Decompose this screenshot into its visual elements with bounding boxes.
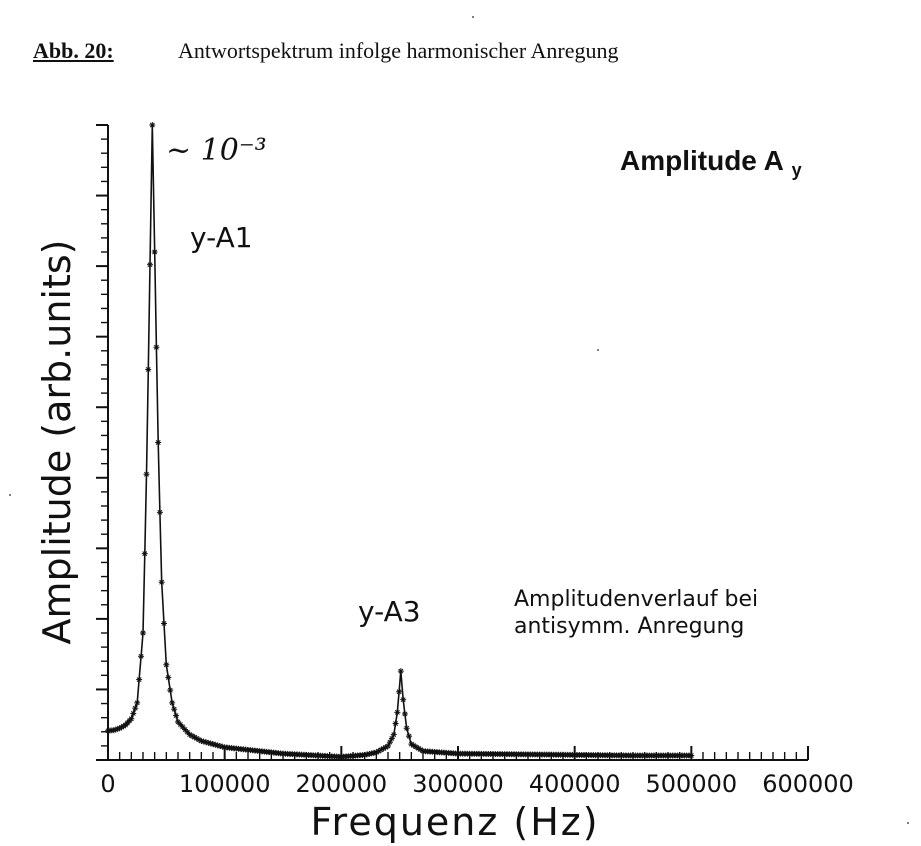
data-point-marker xyxy=(401,710,408,717)
data-point-marker xyxy=(130,710,137,717)
data-point-marker xyxy=(688,752,695,759)
data-point-marker xyxy=(163,661,170,668)
data-point-marker xyxy=(149,122,156,128)
panel-title-subscript: y xyxy=(792,160,802,180)
note-line-2: antisymm. Anregung xyxy=(514,614,744,639)
data-point-marker xyxy=(394,709,401,716)
data-point-marker xyxy=(132,705,139,712)
x-axis: 0 100000 200000 300000 400000 500000 600000 xyxy=(100,746,854,798)
data-point-marker xyxy=(143,471,150,478)
scan-speck xyxy=(472,16,474,18)
data-point-marker xyxy=(151,249,158,255)
x-tick-label: 400000 xyxy=(529,770,621,798)
data-point-marker xyxy=(173,712,180,719)
y-axis-label: Amplitude (arb.units) xyxy=(35,240,79,645)
x-tick-label: 200000 xyxy=(296,770,388,798)
data-point-marker xyxy=(136,676,143,683)
note-line-1: Amplitudenverlauf bei xyxy=(514,587,758,612)
scan-speck xyxy=(9,494,11,496)
scan-speck xyxy=(597,349,599,351)
y-axis xyxy=(96,124,109,761)
figure-label: Abb. 20: xyxy=(33,38,114,63)
panel-title-main: Amplitude A xyxy=(620,145,784,176)
x-tick-label: 0 xyxy=(100,770,115,798)
data-point-marker xyxy=(400,696,407,703)
scan-speck xyxy=(907,822,909,824)
data-point-marker xyxy=(138,653,145,660)
data-point-marker xyxy=(140,630,146,636)
data-point-marker xyxy=(203,739,209,746)
data-point-marker xyxy=(147,261,153,268)
data-point-marker xyxy=(153,344,160,351)
figure-caption: Antwortspektrum infolge harmonischer Anr… xyxy=(178,38,619,63)
data-point-marker xyxy=(155,439,162,446)
data-point-marker xyxy=(390,731,397,738)
x-tick-label: 100000 xyxy=(179,770,271,798)
data-point-marker xyxy=(396,688,403,695)
data-point-marker xyxy=(388,735,395,742)
data-point-marker xyxy=(145,366,152,373)
scale-note: ~ 10⁻³ xyxy=(166,133,267,168)
data-point-marker xyxy=(128,715,135,722)
series-line xyxy=(107,124,692,758)
data-point-marker xyxy=(167,687,174,694)
x-axis-label: Frequenz (Hz) xyxy=(310,800,599,844)
data-point-marker xyxy=(134,699,141,706)
data-point-marker xyxy=(156,509,163,516)
data-point-marker xyxy=(158,579,165,586)
data-point-marker xyxy=(171,706,178,713)
data-point-marker xyxy=(392,720,399,727)
data-point-marker xyxy=(406,733,412,740)
peak-label-a1: y-A1 xyxy=(190,221,253,254)
data-point-marker xyxy=(403,725,410,732)
peak-label-a3: y-A3 xyxy=(358,595,421,628)
panel-title: Amplitude A y xyxy=(620,145,802,180)
x-tick-label: 500000 xyxy=(646,770,738,798)
data-point-marker xyxy=(161,620,167,627)
data-point-marker xyxy=(141,550,148,557)
data-point-marker xyxy=(169,699,176,706)
data-point-marker xyxy=(165,674,172,681)
x-tick-label: 600000 xyxy=(762,770,854,798)
data-point-marker xyxy=(375,748,382,755)
series-group xyxy=(105,122,695,760)
data-point-marker xyxy=(397,668,404,675)
x-tick-label: 300000 xyxy=(412,770,504,798)
